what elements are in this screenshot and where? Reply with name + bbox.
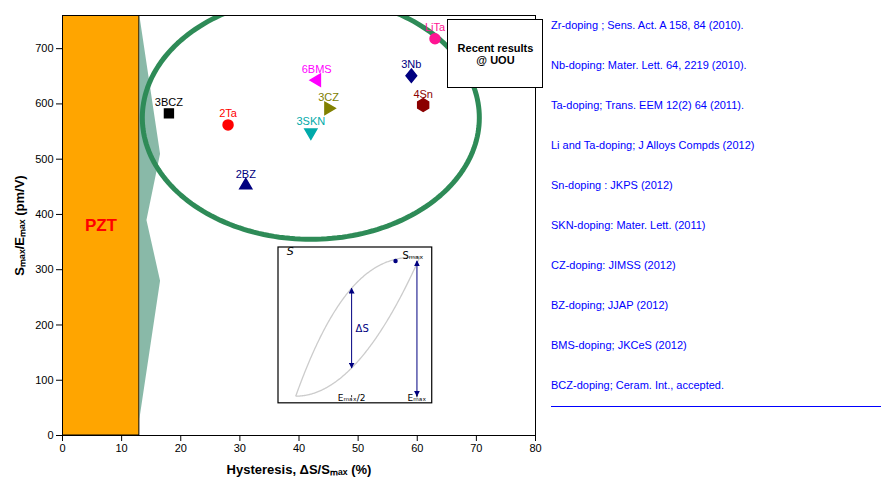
svg-text:0: 0: [59, 442, 65, 454]
html-text:SKN-doping: Mater. Lett. (2011: SKN-doping: Mater. Lett. (2011): [551, 219, 706, 231]
svg-text:10: 10: [116, 442, 128, 454]
svg-text:Eₘₐₓ/2: Eₘₐₓ/2: [338, 393, 366, 403]
svg-text:6BMS: 6BMS: [302, 63, 332, 75]
html-text:Nb-doping: Mater. Lett. 64, 22: Nb-doping: Mater. Lett. 64, 2219 (2010).: [551, 59, 747, 71]
svg-text:3CZ: 3CZ: [318, 91, 339, 103]
svg-text:20: 20: [175, 442, 187, 454]
svg-text:50: 50: [352, 442, 364, 454]
svg-text:3BCZ: 3BCZ: [155, 96, 183, 108]
svg-text:Sₘₐₓ/Eₘₐₓ (pm/V): Sₘₐₓ/Eₘₐₓ (pm/V): [12, 175, 27, 275]
svg-text:100: 100: [35, 374, 53, 386]
svg-text:Eₘₐₓ: Eₘₐₓ: [407, 393, 426, 403]
svg-text:400: 400: [35, 208, 53, 220]
svg-text:Sₘₐₓ: Sₘₐₓ: [402, 250, 423, 261]
html-text:Recent results @ UOU: Recent results @ UOU: [457, 41, 534, 66]
svg-text:Hysteresis, ΔS/Sₘₐₓ (%): Hysteresis, ΔS/Sₘₐₓ (%): [227, 462, 372, 477]
svg-text:ΔS: ΔS: [355, 323, 368, 334]
html-text:Li and Ta-doping; J Alloys Com: Li and Ta-doping; J Alloys Compds (2012): [551, 139, 755, 151]
svg-text:600: 600: [35, 97, 53, 109]
html-text:BMS-doping; JKCeS (2012): BMS-doping; JKCeS (2012): [551, 339, 687, 351]
svg-text:500: 500: [35, 153, 53, 165]
html-text:BCZ-doping; Ceram. Int., accep: BCZ-doping; Ceram. Int., accepted.: [551, 379, 724, 391]
html-text:CZ-doping: JIMSS (2012): CZ-doping: JIMSS (2012): [551, 259, 676, 271]
svg-text:2BZ: 2BZ: [236, 168, 256, 180]
html-text:BZ-doping; JJAP (2012): BZ-doping; JJAP (2012): [551, 299, 669, 311]
svg-text:4Sn: 4Sn: [413, 88, 433, 100]
svg-text:PZT: PZT: [85, 216, 118, 235]
svg-text:80: 80: [529, 442, 541, 454]
svg-text:70: 70: [470, 442, 482, 454]
html-text:Ta-doping; Trans. EEM 12(2) 64: Ta-doping; Trans. EEM 12(2) 64 (2011).: [551, 99, 744, 111]
svg-text:3SKN: 3SKN: [296, 115, 325, 127]
html-text:Zr-doping ; Sens. Act. A 158,: Zr-doping ; Sens. Act. A 158, 84 (2010).: [551, 19, 744, 31]
html-text:Sn-doping : JKPS (2012): Sn-doping : JKPS (2012): [551, 179, 673, 191]
svg-text:LiTa: LiTa: [425, 21, 446, 33]
svg-text:40: 40: [293, 442, 305, 454]
svg-text:300: 300: [35, 263, 53, 275]
svg-text:S: S: [287, 245, 294, 258]
svg-text:700: 700: [35, 42, 53, 54]
svg-text:30: 30: [234, 442, 246, 454]
svg-text:3Nb: 3Nb: [401, 58, 421, 70]
svg-text:200: 200: [35, 318, 53, 330]
svg-text:0: 0: [47, 429, 53, 441]
svg-text:60: 60: [411, 442, 423, 454]
svg-text:2Ta: 2Ta: [219, 107, 238, 119]
